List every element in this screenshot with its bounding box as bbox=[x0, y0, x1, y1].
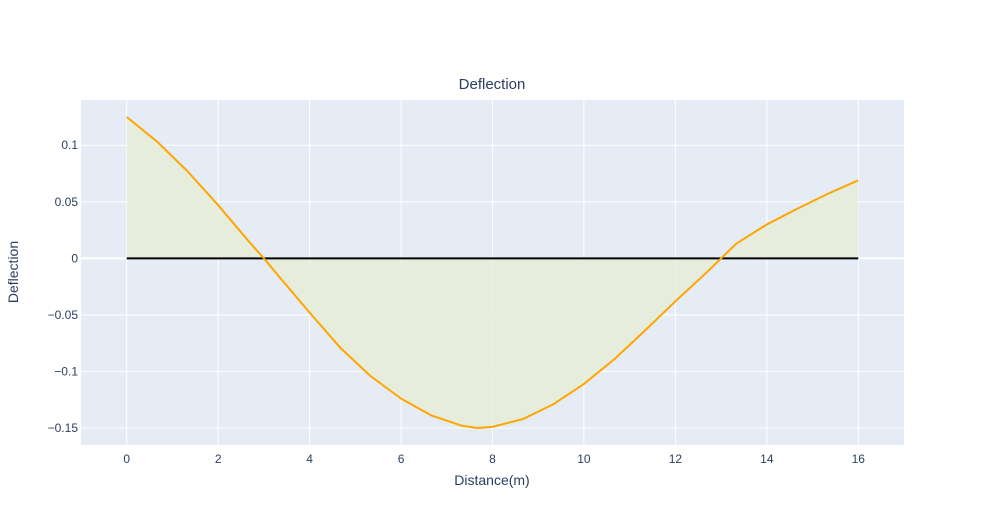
deflection-line-layer bbox=[126, 116, 859, 430]
x-tick-label: 4 bbox=[306, 452, 313, 466]
y-tick-label: 0 bbox=[71, 251, 78, 265]
y-axis-title: Deflection bbox=[5, 241, 21, 303]
y-tick-label: −0.05 bbox=[48, 308, 79, 322]
x-tick-label: 12 bbox=[669, 452, 683, 466]
y-tick-label: −0.15 bbox=[48, 421, 79, 435]
x-tick-label: 16 bbox=[852, 452, 866, 466]
chart-title: Deflection bbox=[459, 76, 526, 93]
deflection-fill-layer bbox=[126, 116, 859, 429]
y-tick-label: 0.05 bbox=[55, 195, 79, 209]
x-tick-label: 2 bbox=[215, 452, 222, 466]
x-axis-title: Distance(m) bbox=[454, 472, 529, 488]
y-tick-labels: 0.1 0.05 0 −0.05 −0.1 −0.15 bbox=[48, 138, 79, 435]
x-tick-label: 10 bbox=[577, 452, 591, 466]
y-tick-label: 0.1 bbox=[61, 138, 78, 152]
deflection-line bbox=[126, 116, 859, 430]
x-tick-label: 6 bbox=[398, 452, 405, 466]
x-tick-label: 0 bbox=[123, 452, 130, 466]
x-tick-labels: 0 2 4 6 8 10 12 14 16 bbox=[123, 452, 865, 466]
x-tick-label: 8 bbox=[489, 452, 496, 466]
deflection-fill-area bbox=[126, 116, 859, 429]
x-tick-label: 14 bbox=[760, 452, 774, 466]
y-tick-label: −0.1 bbox=[54, 364, 78, 378]
